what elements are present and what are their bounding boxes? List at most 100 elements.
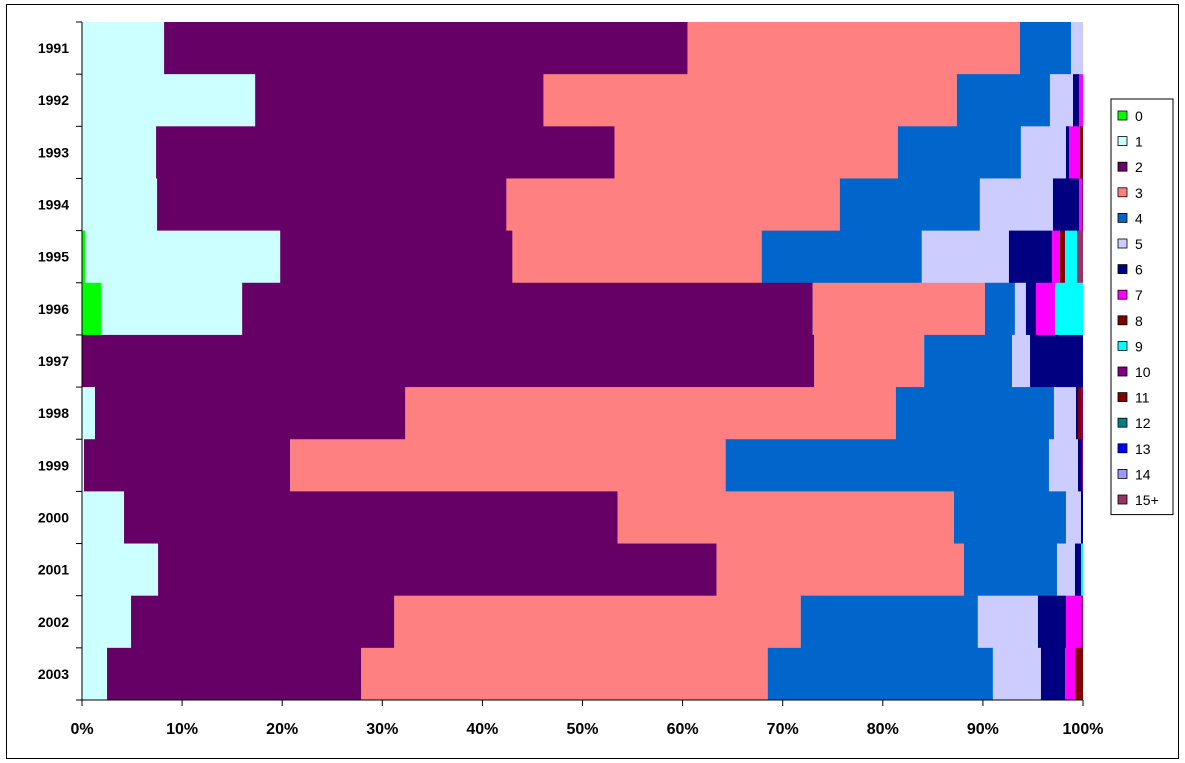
bar-segment-1994-10 — [1082, 178, 1083, 232]
bar-segment-1999-6 — [1077, 439, 1082, 492]
bar-segment-1992-3 — [543, 74, 957, 127]
x-tick-label-2: 20% — [266, 721, 298, 738]
legend-label-1: 1 — [1135, 134, 1143, 150]
bar-segment-2001-1 — [82, 543, 159, 597]
bar-segment-2003-3 — [361, 647, 768, 701]
legend-swatch-14 — [1117, 468, 1128, 479]
bar-segment-1997-4 — [924, 334, 1013, 388]
bar-segment-1999-10 — [1082, 439, 1083, 492]
bar-segment-1999-1 — [82, 439, 84, 492]
bar-segment-1998-2 — [95, 387, 406, 440]
bar-segment-1996-7 — [1035, 282, 1055, 336]
bar-segment-1999-5 — [1048, 439, 1078, 492]
bar-segment-1998-8 — [1077, 387, 1081, 440]
legend-label-6: 6 — [1135, 262, 1143, 278]
category-label-1992: 1992 — [38, 92, 69, 108]
legend-swatch-7 — [1117, 289, 1128, 300]
bar-segment-2003-4 — [767, 647, 993, 701]
bar-segment-1994-4 — [839, 178, 980, 232]
bar-segment-1991-5 — [1070, 22, 1083, 75]
bar-segment-1999-3 — [290, 439, 726, 492]
bar-segment-1995-7 — [1051, 230, 1060, 284]
legend-label-2: 2 — [1135, 159, 1143, 175]
legend-swatch-15+ — [1117, 494, 1128, 505]
bar-segment-2003-1 — [82, 647, 108, 701]
bar-segment-2003-6 — [1040, 647, 1065, 701]
category-label-2001: 2001 — [38, 562, 69, 578]
legend-swatch-11 — [1117, 392, 1128, 403]
bar-segment-2002-1 — [82, 595, 132, 649]
bar-segment-1991-1 — [82, 22, 165, 75]
bar-segment-1994-7 — [1079, 178, 1082, 232]
legend-swatch-5 — [1117, 238, 1128, 249]
bar-segment-2003-7 — [1064, 647, 1075, 701]
bar-segment-1995-8 — [1059, 230, 1065, 284]
x-tick-label-0: 0% — [70, 721, 93, 738]
category-label-1995: 1995 — [38, 249, 69, 265]
bar-segment-1996-6 — [1025, 282, 1036, 336]
bar-segment-1997-5 — [1012, 334, 1031, 388]
bar-segment-1996-1 — [101, 282, 243, 336]
axes-layer — [76, 21, 1084, 706]
bar-segment-1998-3 — [405, 387, 896, 440]
category-label-1999: 1999 — [38, 457, 69, 473]
bar-segment-2000-6 — [1081, 491, 1083, 544]
bar-segment-2000-1 — [82, 491, 125, 544]
bar-segment-1993-8 — [1080, 126, 1083, 179]
legend-swatch-4 — [1117, 212, 1128, 223]
bar-segment-1992-4 — [956, 74, 1050, 127]
legend-label-15+: 15+ — [1135, 492, 1159, 508]
bar-segment-2001-9 — [1081, 543, 1083, 597]
bar-segment-1996-0 — [82, 282, 102, 336]
bar-segment-1991-4 — [1019, 22, 1071, 75]
bar-segment-1992-5 — [1049, 74, 1073, 127]
bar-segment-1992-6 — [1072, 74, 1079, 127]
bar-segment-1993-1 — [82, 126, 157, 179]
bar-segment-1995-6 — [1008, 230, 1052, 284]
bar-segment-1997-3 — [814, 334, 925, 388]
category-labels: 1991 1992 1993 1994 1995 1996 1997 1998 1999 2000… — [38, 40, 69, 682]
legend-label-10: 10 — [1135, 364, 1151, 380]
bar-segment-1997-6 — [1030, 334, 1083, 388]
x-tick-label-3: 30% — [366, 721, 398, 738]
legend-swatch-2 — [1117, 161, 1128, 172]
bar-segment-1996-5 — [1014, 282, 1026, 336]
bar-segment-1994-6 — [1052, 178, 1079, 232]
x-tick-label-4: 40% — [466, 721, 498, 738]
bar-segment-1994-5 — [979, 178, 1053, 232]
legend-label-3: 3 — [1135, 185, 1143, 201]
bar-segment-1996-9 — [1054, 282, 1083, 336]
bar-segment-2002-4 — [800, 595, 978, 649]
legend-label-9: 9 — [1135, 338, 1143, 354]
category-label-1998: 1998 — [38, 405, 69, 421]
bar-segment-1992-2 — [255, 74, 544, 127]
bar-segment-2001-2 — [158, 543, 717, 597]
bar-segment-1992-7 — [1079, 74, 1083, 127]
legend-label-13: 13 — [1135, 441, 1151, 457]
chart-frame — [6, 4, 1179, 759]
bar-segment-2002-6 — [1037, 595, 1066, 649]
bar-segment-1998-10 — [1081, 387, 1083, 440]
category-label-1993: 1993 — [38, 144, 69, 160]
legend-swatch-9 — [1117, 340, 1128, 351]
bar-segment-1999-2 — [84, 439, 291, 492]
bar-segment-1998-6 — [1075, 387, 1078, 440]
legend-swatch-12 — [1117, 417, 1128, 428]
x-tick-label-7: 70% — [767, 721, 799, 738]
x-tick-label-5: 50% — [566, 721, 598, 738]
bar-segment-2003-11 — [1077, 647, 1083, 701]
bar-segment-1995-3 — [512, 230, 762, 284]
bar-segment-1995-2 — [280, 230, 513, 284]
bar-segment-2002-5 — [977, 595, 1038, 649]
legend-label-5: 5 — [1135, 236, 1143, 252]
bar-segment-2002-3 — [394, 595, 801, 649]
legend-swatch-13 — [1117, 443, 1128, 454]
category-label-1994: 1994 — [38, 197, 69, 213]
x-tick-label-8: 80% — [867, 721, 899, 738]
category-label-2000: 2000 — [38, 509, 69, 525]
bar-segment-1998-4 — [895, 387, 1054, 440]
bar-segment-2000-4 — [953, 491, 1066, 544]
bar-segment-1996-2 — [242, 282, 813, 336]
bar-segment-2000-2 — [124, 491, 618, 544]
